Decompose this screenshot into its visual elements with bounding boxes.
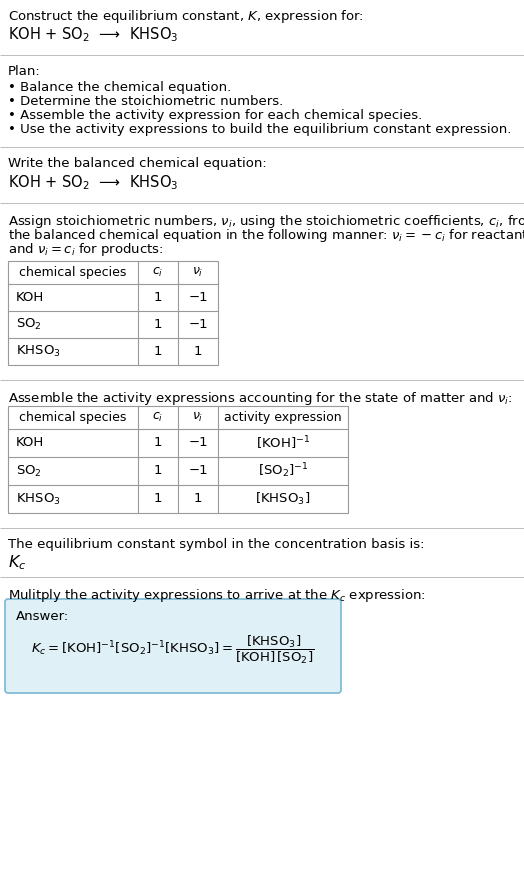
- Text: • Determine the stoichiometric numbers.: • Determine the stoichiometric numbers.: [8, 95, 283, 108]
- Text: Mulitply the activity expressions to arrive at the $K_c$ expression:: Mulitply the activity expressions to arr…: [8, 587, 426, 604]
- Text: SO$_2$: SO$_2$: [16, 317, 42, 332]
- Text: $c_i$: $c_i$: [152, 411, 163, 424]
- Text: −1: −1: [188, 436, 208, 450]
- Text: 1: 1: [154, 493, 162, 506]
- Text: $K_c = [\mathrm{KOH}]^{-1}[\mathrm{SO_2}]^{-1}[\mathrm{KHSO_3}] = \dfrac{[\mathr: $K_c = [\mathrm{KOH}]^{-1}[\mathrm{SO_2}…: [31, 634, 314, 666]
- Text: KOH: KOH: [16, 291, 44, 304]
- Text: Assemble the activity expressions accounting for the state of matter and $\nu_i$: Assemble the activity expressions accoun…: [8, 390, 512, 407]
- Text: The equilibrium constant symbol in the concentration basis is:: The equilibrium constant symbol in the c…: [8, 538, 424, 551]
- Text: Answer:: Answer:: [16, 610, 69, 623]
- Text: KHSO$_3$: KHSO$_3$: [16, 344, 61, 359]
- Text: Plan:: Plan:: [8, 65, 41, 78]
- Text: $\nu_i$: $\nu_i$: [192, 266, 204, 279]
- Text: activity expression: activity expression: [224, 411, 342, 424]
- Text: [SO$_2$]$^{-1}$: [SO$_2$]$^{-1}$: [258, 461, 308, 480]
- Text: [KOH]$^{-1}$: [KOH]$^{-1}$: [256, 434, 310, 452]
- Text: the balanced chemical equation in the following manner: $\nu_i = -c_i$ for react: the balanced chemical equation in the fo…: [8, 227, 524, 244]
- Text: $c_i$: $c_i$: [152, 266, 163, 279]
- Bar: [8, 406, 348, 513]
- Text: KOH + SO$_2$  ⟶  KHSO$_3$: KOH + SO$_2$ ⟶ KHSO$_3$: [8, 173, 178, 192]
- Text: chemical species: chemical species: [19, 411, 127, 424]
- Text: Write the balanced chemical equation:: Write the balanced chemical equation:: [8, 157, 267, 170]
- Text: 1: 1: [154, 345, 162, 358]
- Text: −1: −1: [188, 291, 208, 304]
- Text: 1: 1: [154, 464, 162, 477]
- Text: • Use the activity expressions to build the equilibrium constant expression.: • Use the activity expressions to build …: [8, 123, 511, 136]
- Text: Assign stoichiometric numbers, $\nu_i$, using the stoichiometric coefficients, $: Assign stoichiometric numbers, $\nu_i$, …: [8, 213, 524, 230]
- Text: $K_c$: $K_c$: [8, 553, 26, 572]
- Text: 1: 1: [154, 318, 162, 331]
- Text: • Assemble the activity expression for each chemical species.: • Assemble the activity expression for e…: [8, 109, 422, 122]
- Text: KOH + SO$_2$  ⟶  KHSO$_3$: KOH + SO$_2$ ⟶ KHSO$_3$: [8, 25, 178, 44]
- Text: 1: 1: [154, 291, 162, 304]
- Text: 1: 1: [194, 345, 202, 358]
- Text: [KHSO$_3$]: [KHSO$_3$]: [255, 491, 311, 507]
- Text: 1: 1: [194, 493, 202, 506]
- Text: KHSO$_3$: KHSO$_3$: [16, 492, 61, 507]
- FancyBboxPatch shape: [5, 599, 341, 693]
- Text: • Balance the chemical equation.: • Balance the chemical equation.: [8, 81, 231, 94]
- Bar: [8, 261, 218, 365]
- Text: SO$_2$: SO$_2$: [16, 463, 42, 478]
- Text: chemical species: chemical species: [19, 266, 127, 279]
- Text: −1: −1: [188, 464, 208, 477]
- Text: KOH: KOH: [16, 436, 44, 450]
- Text: and $\nu_i = c_i$ for products:: and $\nu_i = c_i$ for products:: [8, 241, 163, 258]
- Text: Construct the equilibrium constant, $K$, expression for:: Construct the equilibrium constant, $K$,…: [8, 8, 364, 25]
- Text: $\nu_i$: $\nu_i$: [192, 411, 204, 424]
- Text: −1: −1: [188, 318, 208, 331]
- Text: 1: 1: [154, 436, 162, 450]
